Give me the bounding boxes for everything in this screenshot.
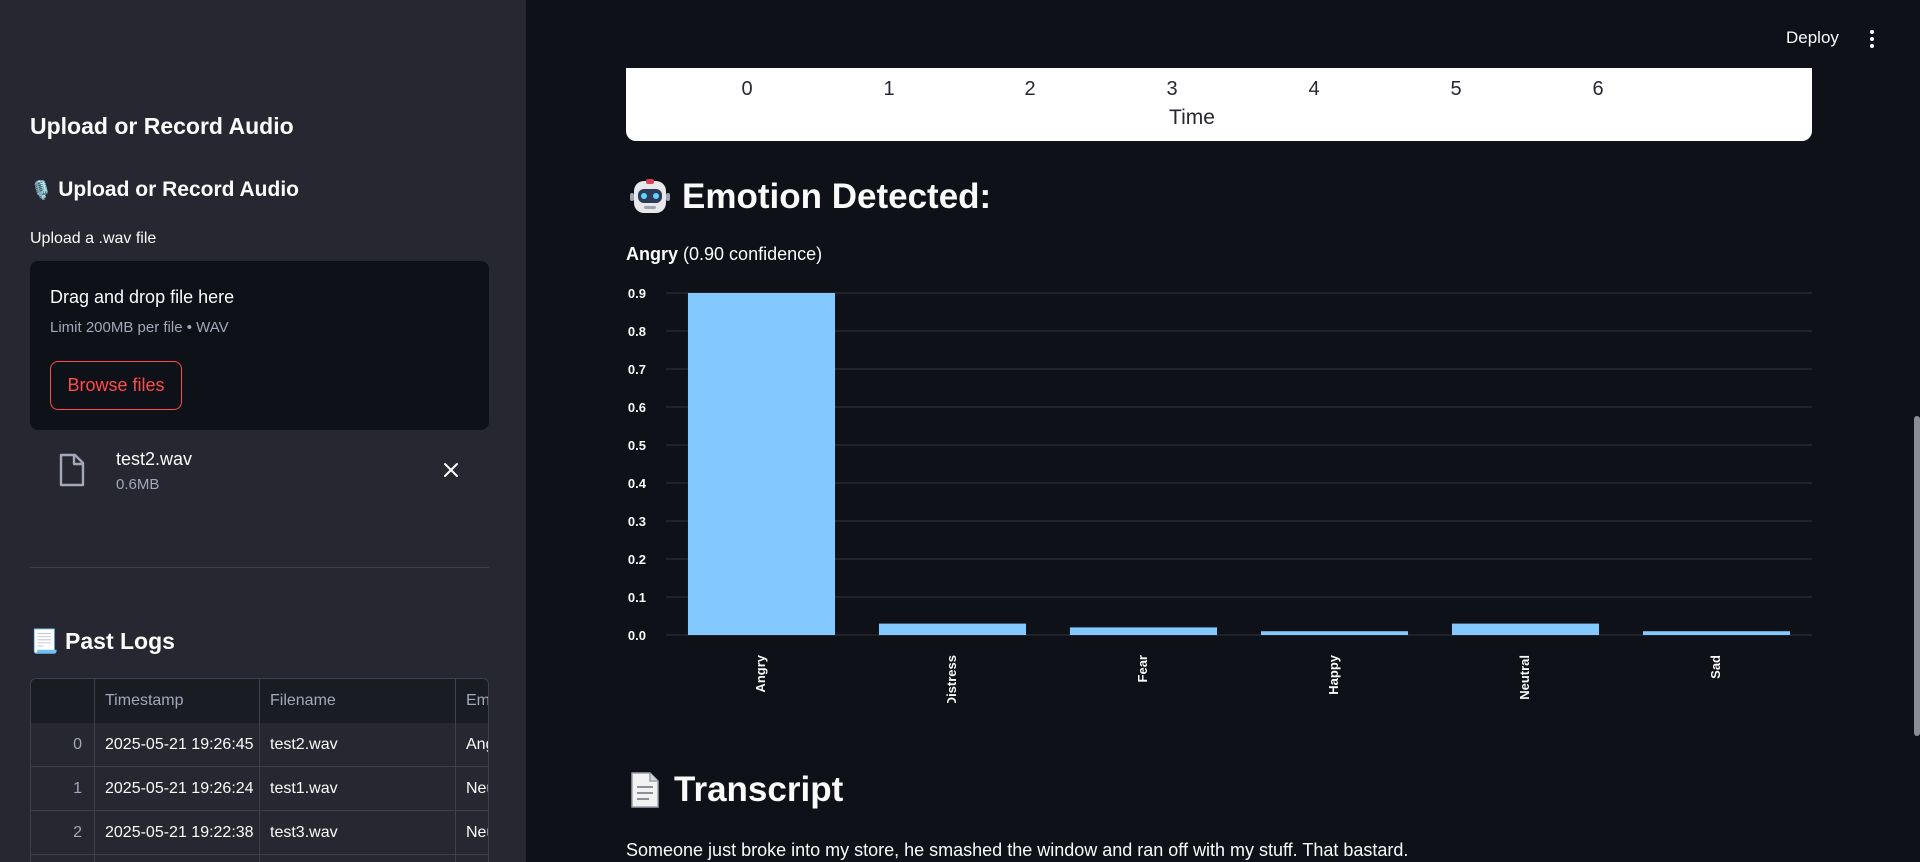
y-tick-label: 0.1	[628, 590, 646, 605]
table-cell[interactable]	[456, 855, 488, 862]
table-header-row: Timestamp Filename Em	[31, 679, 488, 723]
y-tick-label: 0.4	[628, 476, 647, 491]
y-tick-label: 0.8	[628, 324, 646, 339]
x-axis-label: Time	[1169, 106, 1215, 129]
x-tick-label: 3	[1166, 78, 1178, 100]
table-header-cell[interactable]: Timestamp	[95, 679, 260, 723]
dropzone-limit: Limit 200MB per file • WAV	[50, 319, 229, 336]
x-tick-label: Neutral	[1517, 655, 1532, 700]
main-menu-icon[interactable]	[1862, 28, 1882, 50]
table-header-cell[interactable]: Em	[456, 679, 488, 723]
table-cell[interactable]: Neu	[466, 824, 488, 841]
table-cell: 3	[31, 855, 95, 862]
emotion-label: Angry	[626, 244, 679, 264]
bar	[1260, 631, 1409, 635]
x-tick-label: Distress	[944, 655, 959, 703]
table-cell: 1	[31, 767, 95, 811]
sidebar: Upload or Record Audio 🎙️ Upload or Reco…	[0, 0, 526, 862]
y-tick-label: 0.3	[628, 514, 646, 529]
table-cell: 2	[31, 811, 95, 855]
bar	[687, 293, 836, 635]
sidebar-heading: Upload or Record Audio	[30, 113, 294, 139]
table-cell[interactable]: test3.wav	[260, 811, 456, 855]
emotion-confidence: (0.90 confidence)	[683, 244, 823, 264]
bar	[1642, 631, 1791, 635]
sidebar-subheading: 🎙️ Upload or Record Audio	[30, 178, 299, 202]
x-tick-label: 6	[1592, 78, 1604, 100]
microphone-icon: 🎙️	[30, 180, 53, 200]
past-logs-heading: 📃 Past Logs	[30, 628, 175, 655]
bar	[878, 623, 1027, 635]
table-row[interactable]: 3	[31, 855, 488, 862]
axis-cut-label: 0	[723, 68, 732, 72]
table-cell[interactable]	[260, 855, 456, 862]
emotion-heading-text: Emotion Detected:	[682, 177, 992, 216]
emotion-bar-chart: 0.0 0.1 0.2 0.3 0.4 0.5 0.6 0.7 0.8 0.9 Angry Distr…	[628, 286, 1812, 703]
deploy-button[interactable]: Deploy	[1786, 28, 1839, 47]
ledger-icon: 📃	[30, 628, 59, 654]
bar	[1069, 627, 1218, 635]
table-cell[interactable]: Ang	[466, 736, 488, 753]
x-tick-label: Sad	[1708, 655, 1723, 679]
file-dropzone[interactable]: Drag and drop file here Limit 200MB per …	[30, 261, 489, 430]
y-tick-label: 0.9	[628, 286, 646, 301]
emotion-result: Angry (0.90 confidence)	[626, 244, 822, 265]
file-icon	[59, 453, 85, 487]
uploaded-file-size: 0.6MB	[116, 476, 160, 493]
table-cell[interactable]: test1.wav	[260, 767, 456, 811]
y-tick-label: 0.5	[628, 438, 646, 453]
waveform-chart: 0 0 1 2 3 4 5 6 Time	[626, 68, 1812, 141]
y-tick-label: 0.6	[628, 400, 646, 415]
y-tick-label: 0.7	[628, 362, 646, 377]
close-icon	[444, 463, 458, 477]
document-icon	[631, 772, 659, 808]
uploaded-file-name: test2.wav	[116, 449, 193, 469]
x-tick-label: Fear	[1135, 655, 1150, 682]
table-cell[interactable]: 2025-05-21 19:22:38	[95, 811, 260, 855]
x-tick-label: Happy	[1326, 654, 1341, 695]
past-logs-table[interactable]: Timestamp Filename Em 0 2025-05-21 19:26…	[30, 678, 489, 862]
x-tick-label: 5	[1450, 78, 1462, 100]
x-tick-label: Angry	[753, 654, 768, 692]
uploader-label: Upload a .wav file	[30, 230, 157, 247]
table-cell[interactable]	[95, 855, 260, 862]
table-header-cell	[31, 679, 95, 723]
remove-file-button[interactable]	[438, 457, 464, 483]
scrollbar-thumb[interactable]	[1914, 416, 1920, 736]
transcript-text: Someone just broke into my store, he sma…	[626, 840, 1409, 860]
robot-icon	[630, 179, 670, 213]
emotion-heading: Emotion Detected:	[628, 175, 991, 219]
x-tick-label: 1	[883, 78, 895, 100]
table-cell[interactable]: test2.wav	[260, 723, 456, 767]
sidebar-divider	[30, 567, 489, 568]
transcript-heading: Transcript	[628, 770, 843, 810]
x-tick-label: 2	[1024, 78, 1036, 100]
transcript-heading-text: Transcript	[674, 770, 844, 809]
past-logs-heading-text: Past Logs	[65, 628, 175, 654]
x-tick-label: 0	[741, 78, 753, 100]
browse-files-button[interactable]: Browse files	[50, 361, 182, 410]
y-tick-label: 0.2	[628, 552, 646, 567]
table-row[interactable]: 1 2025-05-21 19:26:24 test1.wav Neu	[31, 767, 488, 811]
table-cell: 0	[31, 723, 95, 767]
bar	[1451, 623, 1600, 635]
y-tick-label: 0.0	[628, 628, 646, 643]
table-cell[interactable]: 2025-05-21 19:26:45	[95, 723, 260, 767]
uploaded-file: test2.wav 0.6MB	[30, 445, 489, 495]
sidebar-subheading-text: Upload or Record Audio	[58, 178, 299, 201]
table-cell[interactable]: 2025-05-21 19:26:24	[95, 767, 260, 811]
table-row[interactable]: 2 2025-05-21 19:22:38 test3.wav Neu	[31, 811, 488, 855]
table-header-cell[interactable]: Filename	[260, 679, 456, 723]
dropzone-title: Drag and drop file here	[50, 287, 235, 307]
table-row[interactable]: 0 2025-05-21 19:26:45 test2.wav Ang	[31, 723, 488, 767]
x-tick-label: 4	[1308, 78, 1320, 100]
table-cell[interactable]: Neu	[466, 780, 488, 797]
